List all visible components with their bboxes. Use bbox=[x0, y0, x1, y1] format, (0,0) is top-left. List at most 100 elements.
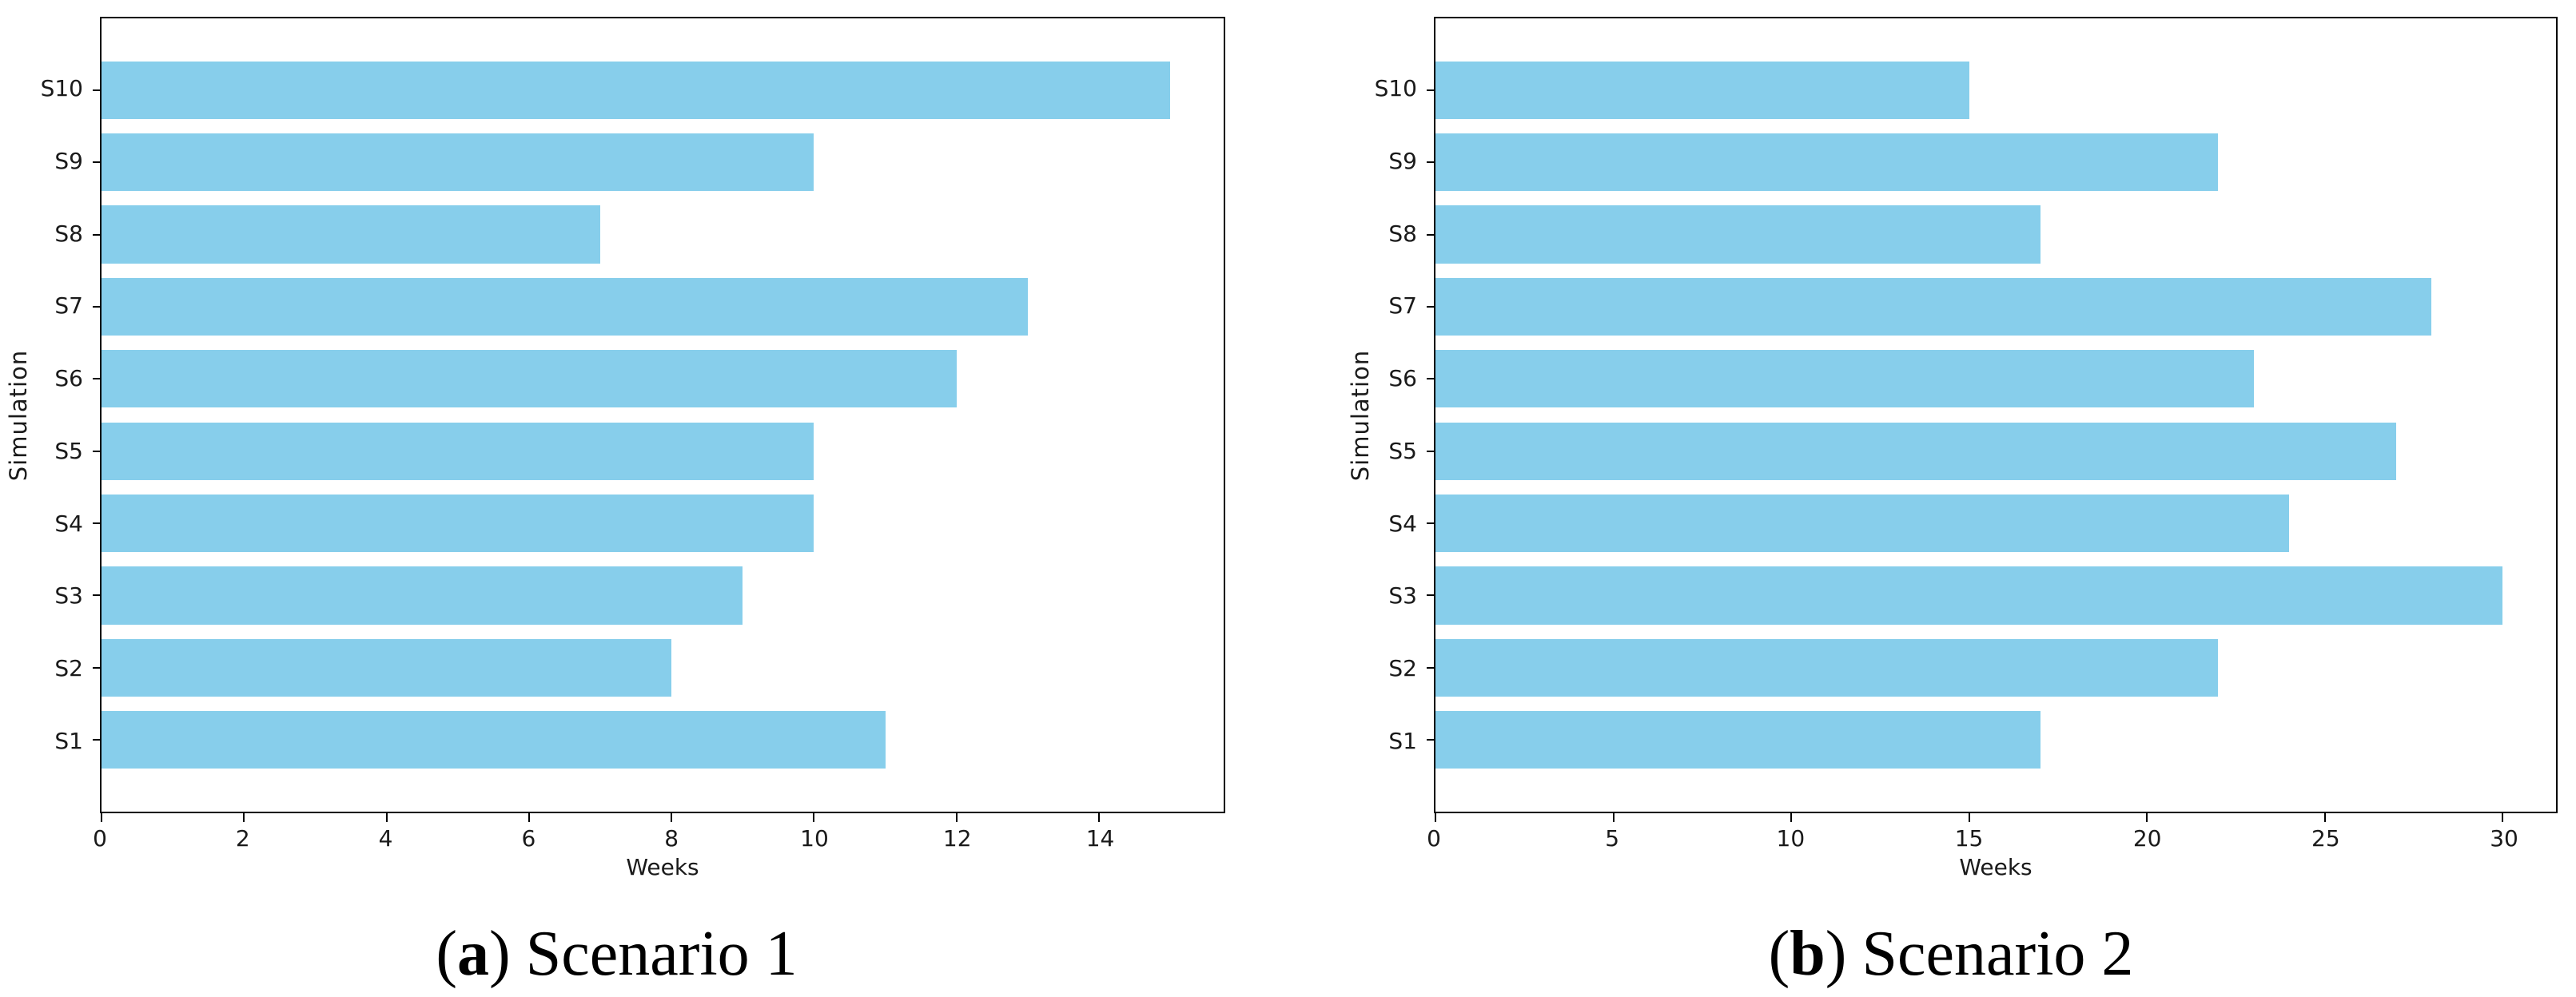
x-tick-label: 6 bbox=[521, 825, 536, 852]
bar-S2 bbox=[102, 638, 672, 697]
plot-area bbox=[93, 17, 1225, 822]
y-tick-label: S4 bbox=[54, 510, 83, 537]
x-tick-label: 25 bbox=[2311, 825, 2340, 852]
bar-S4 bbox=[102, 494, 814, 553]
bar-S1 bbox=[1435, 710, 2040, 769]
y-tick-label: S1 bbox=[1388, 727, 1417, 754]
y-tick-label: S7 bbox=[1388, 292, 1417, 320]
y-tick-label: S4 bbox=[1388, 510, 1417, 537]
y-tick-mark bbox=[1427, 161, 1435, 164]
caption-text: Scenario 1 bbox=[525, 919, 798, 989]
bar-S7 bbox=[1435, 277, 2432, 336]
chart-scenario-2: Simulation S10 S9 S8 S7 S6 S5 S4 S3 S2 S1 0 5 10 15 2… bbox=[1288, 0, 2576, 997]
y-tick-mark bbox=[1427, 450, 1435, 452]
y-tick-label: S9 bbox=[54, 147, 83, 174]
x-tick-mark bbox=[243, 812, 245, 822]
x-tick-mark bbox=[385, 812, 388, 822]
y-tick-label: S2 bbox=[54, 655, 83, 682]
x-axis-ticks: 0 2 4 6 8 10 12 14 bbox=[93, 825, 1225, 856]
x-axis-label: Weeks bbox=[1959, 854, 2033, 880]
y-tick-label: S5 bbox=[1388, 437, 1417, 464]
x-axis-label: Weeks bbox=[626, 854, 699, 880]
x-tick-mark bbox=[101, 812, 102, 822]
y-tick-label: S6 bbox=[54, 365, 83, 392]
y-tick-mark bbox=[93, 594, 102, 597]
y-tick-mark bbox=[93, 739, 102, 741]
y-tick-label: S3 bbox=[54, 582, 83, 610]
y-tick-label: S10 bbox=[40, 75, 83, 102]
caption-marker: a bbox=[456, 919, 489, 989]
bar-S3 bbox=[1435, 566, 2503, 625]
x-tick-mark bbox=[2323, 812, 2326, 822]
x-tick-label: 0 bbox=[93, 825, 107, 852]
x-tick-label: 15 bbox=[1954, 825, 1984, 852]
bar-S8 bbox=[102, 205, 600, 264]
x-tick-label: 8 bbox=[664, 825, 679, 852]
y-tick-mark bbox=[93, 233, 102, 236]
bar-S1 bbox=[102, 710, 886, 769]
x-tick-label: 10 bbox=[800, 825, 829, 852]
caption-paren-close: ) bbox=[488, 919, 511, 989]
y-tick-label: S5 bbox=[54, 437, 83, 464]
plot-area bbox=[1427, 17, 2558, 822]
x-tick-label: 20 bbox=[2132, 825, 2162, 852]
bar-S6 bbox=[1435, 350, 2254, 408]
x-tick-mark bbox=[2502, 812, 2504, 822]
y-tick-mark bbox=[93, 666, 102, 669]
x-tick-label: 4 bbox=[378, 825, 393, 852]
bar-S8 bbox=[1435, 205, 2040, 264]
y-tick-mark bbox=[1427, 666, 1435, 669]
x-tick-mark bbox=[1435, 812, 1436, 822]
y-tick-mark bbox=[93, 161, 102, 164]
x-tick-label: 2 bbox=[235, 825, 250, 852]
caption-marker: b bbox=[1790, 919, 1825, 989]
bar-S10 bbox=[102, 61, 1171, 119]
x-tick-mark bbox=[1612, 812, 1614, 822]
caption: (b) Scenario 2 bbox=[1344, 919, 2558, 989]
y-tick-mark bbox=[1427, 89, 1435, 91]
x-tick-label: 10 bbox=[1776, 825, 1806, 852]
y-tick-mark bbox=[1427, 305, 1435, 308]
bar-S6 bbox=[102, 350, 957, 408]
y-tick-mark bbox=[93, 305, 102, 308]
caption: (a) Scenario 1 bbox=[8, 919, 1225, 989]
x-tick-label: 14 bbox=[1085, 825, 1115, 852]
y-axis-ticks: S10 S9 S8 S7 S6 S5 S4 S3 S2 S1 bbox=[1288, 17, 1417, 813]
x-tick-label: 0 bbox=[1427, 825, 1441, 852]
caption-paren-open: ( bbox=[436, 919, 457, 989]
bar-S3 bbox=[102, 566, 743, 625]
x-axis-ticks: 0 5 10 15 20 25 30 bbox=[1427, 825, 2558, 856]
y-tick-mark bbox=[1427, 522, 1435, 525]
x-tick-mark bbox=[1968, 812, 1970, 822]
x-tick-mark bbox=[1097, 812, 1100, 822]
bar-S7 bbox=[102, 277, 1028, 336]
y-tick-label: S9 bbox=[1388, 147, 1417, 174]
bar-S2 bbox=[1435, 638, 2219, 697]
y-tick-label: S1 bbox=[54, 727, 83, 754]
bar-S9 bbox=[1435, 133, 2219, 192]
caption-paren-open: ( bbox=[1768, 919, 1790, 989]
caption-text: Scenario 2 bbox=[1861, 919, 2134, 989]
y-tick-mark bbox=[1427, 739, 1435, 741]
y-tick-label: S10 bbox=[1374, 75, 1417, 102]
x-tick-mark bbox=[671, 812, 673, 822]
bar-S9 bbox=[102, 133, 814, 192]
y-tick-label: S8 bbox=[54, 220, 83, 247]
bar-S5 bbox=[102, 422, 814, 480]
y-tick-label: S2 bbox=[1388, 655, 1417, 682]
y-tick-label: S7 bbox=[54, 292, 83, 320]
y-tick-mark bbox=[1427, 594, 1435, 597]
y-tick-label: S8 bbox=[1388, 220, 1417, 247]
y-tick-mark bbox=[1427, 378, 1435, 380]
x-tick-label: 12 bbox=[942, 825, 972, 852]
y-tick-label: S6 bbox=[1388, 365, 1417, 392]
x-tick-label: 5 bbox=[1605, 825, 1620, 852]
y-tick-mark bbox=[1427, 233, 1435, 236]
y-tick-mark bbox=[93, 89, 102, 91]
bar-S10 bbox=[1435, 61, 1969, 119]
y-tick-mark bbox=[93, 522, 102, 525]
y-axis-ticks: S10 S9 S8 S7 S6 S5 S4 S3 S2 S1 bbox=[0, 17, 83, 813]
y-tick-mark bbox=[93, 378, 102, 380]
x-tick-mark bbox=[528, 812, 530, 822]
y-tick-mark bbox=[93, 450, 102, 452]
